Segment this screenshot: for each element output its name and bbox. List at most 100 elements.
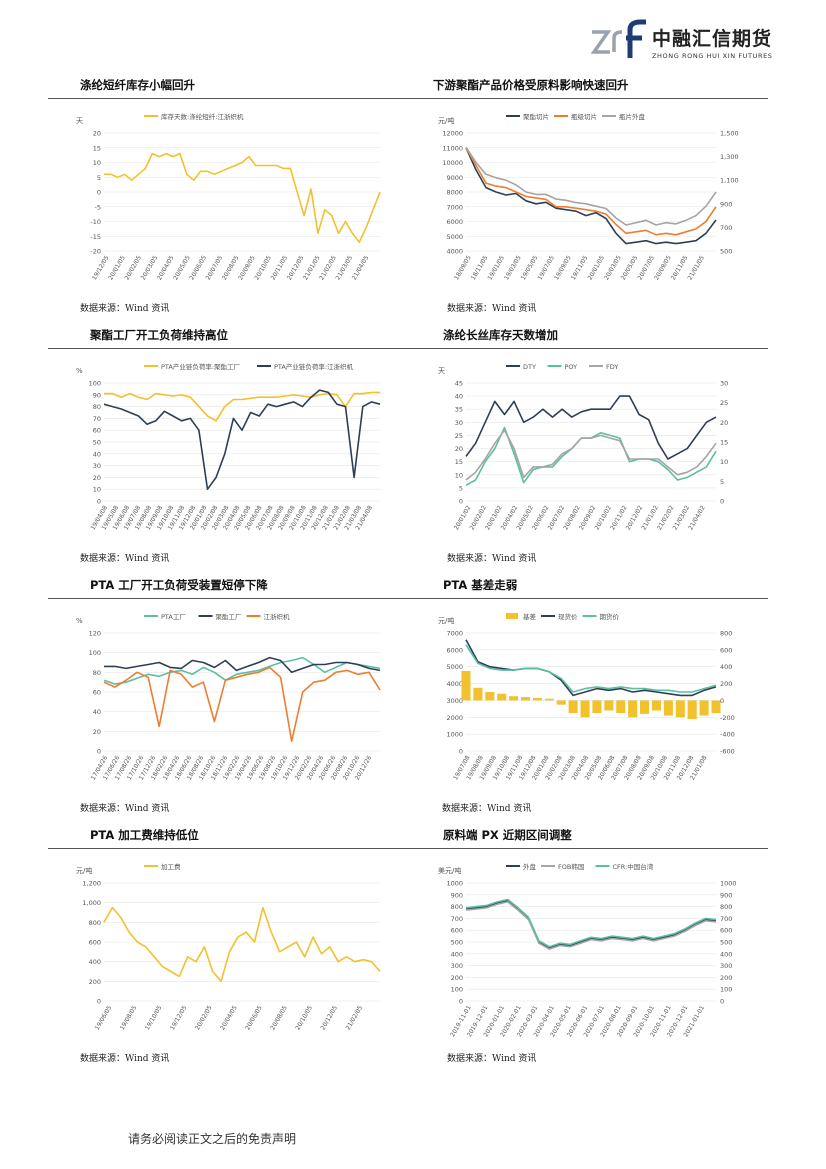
x-tick-label: 21/02/05 xyxy=(345,1004,365,1031)
y2-tick-label: -400 xyxy=(720,731,735,739)
y-tick-label: 5 xyxy=(97,174,101,182)
series-line xyxy=(465,146,717,226)
y-tick-label: 9000 xyxy=(446,174,463,182)
y-tick-label: 5000 xyxy=(446,663,463,671)
y-tick-label: 0 xyxy=(97,189,101,197)
y-tick-label: 500 xyxy=(451,939,463,947)
y-tick-label: 25 xyxy=(455,432,463,440)
basis-bar xyxy=(699,700,709,716)
y-tick-label: 900 xyxy=(451,891,463,899)
series-line xyxy=(465,147,717,245)
basis-bar xyxy=(544,698,554,701)
y-tick-label: 100 xyxy=(451,986,463,994)
y2-tick-label: 900 xyxy=(720,891,732,899)
chart-svg: % PTA产业链负荷率:聚酯工厂 PTA产业链负荷率:江浙织机10090807060… xyxy=(76,362,381,531)
series-line xyxy=(103,389,381,490)
series-line xyxy=(465,901,717,950)
y2-tick-label: 900 xyxy=(720,200,732,208)
legend-label: CFR:中国台湾 xyxy=(613,862,654,871)
legend-label: 基差 xyxy=(523,612,537,621)
y-tick-label: 600 xyxy=(89,939,101,947)
company-name-en: ZHONG RONG HUI XIN FUTURES xyxy=(652,52,773,60)
y2-tick-label: 400 xyxy=(720,950,732,958)
x-tick-label: 19/12/05 xyxy=(169,1004,189,1031)
y2-tick-label: 100 xyxy=(720,986,732,994)
y-tick-label: 1,000 xyxy=(82,899,101,907)
legend-label: 期货价 xyxy=(600,612,620,621)
y-tick-label: 0 xyxy=(97,998,101,1006)
y-tick-label: 20 xyxy=(455,445,463,453)
basis-bar xyxy=(675,700,685,718)
x-tick-label: 20/08/05 xyxy=(269,1004,289,1031)
basis-bar xyxy=(616,700,626,714)
legend-swatch xyxy=(506,613,518,619)
y-tick-label: 2000 xyxy=(446,714,463,722)
y-tick-label: 15 xyxy=(93,144,101,152)
y-tick-label: 0 xyxy=(459,748,463,756)
y2-tick-label: 500 xyxy=(720,248,732,256)
series-line xyxy=(104,656,381,674)
company-name-cn: 中融汇信期货 xyxy=(652,28,773,50)
legend-label: PTA工厂 xyxy=(161,613,186,621)
section-title: 聚酯工厂开工负荷维持高位 xyxy=(90,328,228,342)
data-source: 数据来源：Wind 资讯 xyxy=(447,304,537,314)
y-tick-label: 800 xyxy=(451,903,463,911)
legend-label: POY xyxy=(565,363,578,371)
basis-bar xyxy=(485,692,495,701)
divider xyxy=(48,598,768,599)
y-unit-label: 元/吨 xyxy=(76,866,92,875)
series-line xyxy=(104,391,380,422)
basis-bar xyxy=(628,700,638,718)
data-source: 数据来源：Wind 资讯 xyxy=(447,1054,537,1064)
y-tick-label: 15 xyxy=(455,458,463,466)
y-tick-label: 200 xyxy=(451,974,463,982)
series-line xyxy=(465,426,717,487)
series-line xyxy=(465,644,717,693)
chart-svg: 美元/吨 外盘 FOB韩国 CFR:中国台湾100090080070060050040… xyxy=(438,862,737,1038)
series-line xyxy=(465,899,717,949)
basis-bar xyxy=(592,700,602,714)
y-tick-label: 20 xyxy=(93,728,101,736)
section-title: PTA 工厂开工负荷受装置短停下降 xyxy=(90,578,268,592)
basis-bar xyxy=(520,697,531,701)
y-unit-label: 美元/吨 xyxy=(438,866,461,875)
y2-tick-label: 25 xyxy=(720,399,728,407)
y-tick-label: 30 xyxy=(93,462,101,470)
legend-label: PTA产业链负荷率:聚酯工厂 xyxy=(161,362,241,371)
chart-pta-operating-rate: % PTA工厂 聚酯工厂 江浙织机 120 100 80 60 40 20 0 17/04/26 17/… xyxy=(70,603,390,793)
legend-label: 瓶片外盘 xyxy=(619,112,646,121)
x-tick-label: 20/04/05 xyxy=(219,1004,239,1031)
divider xyxy=(48,348,768,349)
legend-label: PTA产业链负荷率:江浙织机 xyxy=(274,362,354,371)
basis-bar xyxy=(556,700,566,705)
y-tick-label: 7000 xyxy=(446,630,463,638)
basis-bar xyxy=(663,700,673,716)
x-tick-label: 19/06/05 xyxy=(94,1004,114,1031)
y2-tick-label: -600 xyxy=(720,748,735,756)
y2-tick-label: 20 xyxy=(720,419,728,427)
y-tick-label: 10 xyxy=(455,471,463,479)
legend-label: DTY xyxy=(523,363,536,371)
series-line xyxy=(465,429,717,481)
y-tick-label: 6000 xyxy=(446,646,463,654)
series-line xyxy=(103,666,381,742)
x-tick-label: 20/10/05 xyxy=(294,1004,314,1031)
y-tick-label: 10 xyxy=(93,159,101,167)
chart-pta-basis: 元/吨 基差 现货价 期货价 7000 6000 5000 4000 3000 2000 1000 0… xyxy=(432,603,748,793)
data-source: 数据来源：Wind 资讯 xyxy=(80,304,170,314)
data-source: 数据来源：Wind 资讯 xyxy=(447,554,537,564)
x-tick-label: 19/08/05 xyxy=(119,1004,139,1031)
x-tick-label: 20/02/05 xyxy=(194,1004,214,1031)
y-tick-label: 700 xyxy=(451,915,463,923)
legend-label: 外盘 xyxy=(523,862,537,871)
y2-tick-label: -200 xyxy=(720,714,735,722)
y2-tick-label: 300 xyxy=(720,962,732,970)
section-title: 涤纶长丝库存天数增加 xyxy=(443,328,558,342)
y2-tick-label: 1,300 xyxy=(720,153,739,161)
y-tick-label: 30 xyxy=(455,419,463,427)
y-tick-label: 12000 xyxy=(442,130,463,138)
y-unit-label: % xyxy=(76,367,83,375)
y2-tick-label: 1,500 xyxy=(720,130,739,138)
y-unit-label: % xyxy=(76,617,83,625)
